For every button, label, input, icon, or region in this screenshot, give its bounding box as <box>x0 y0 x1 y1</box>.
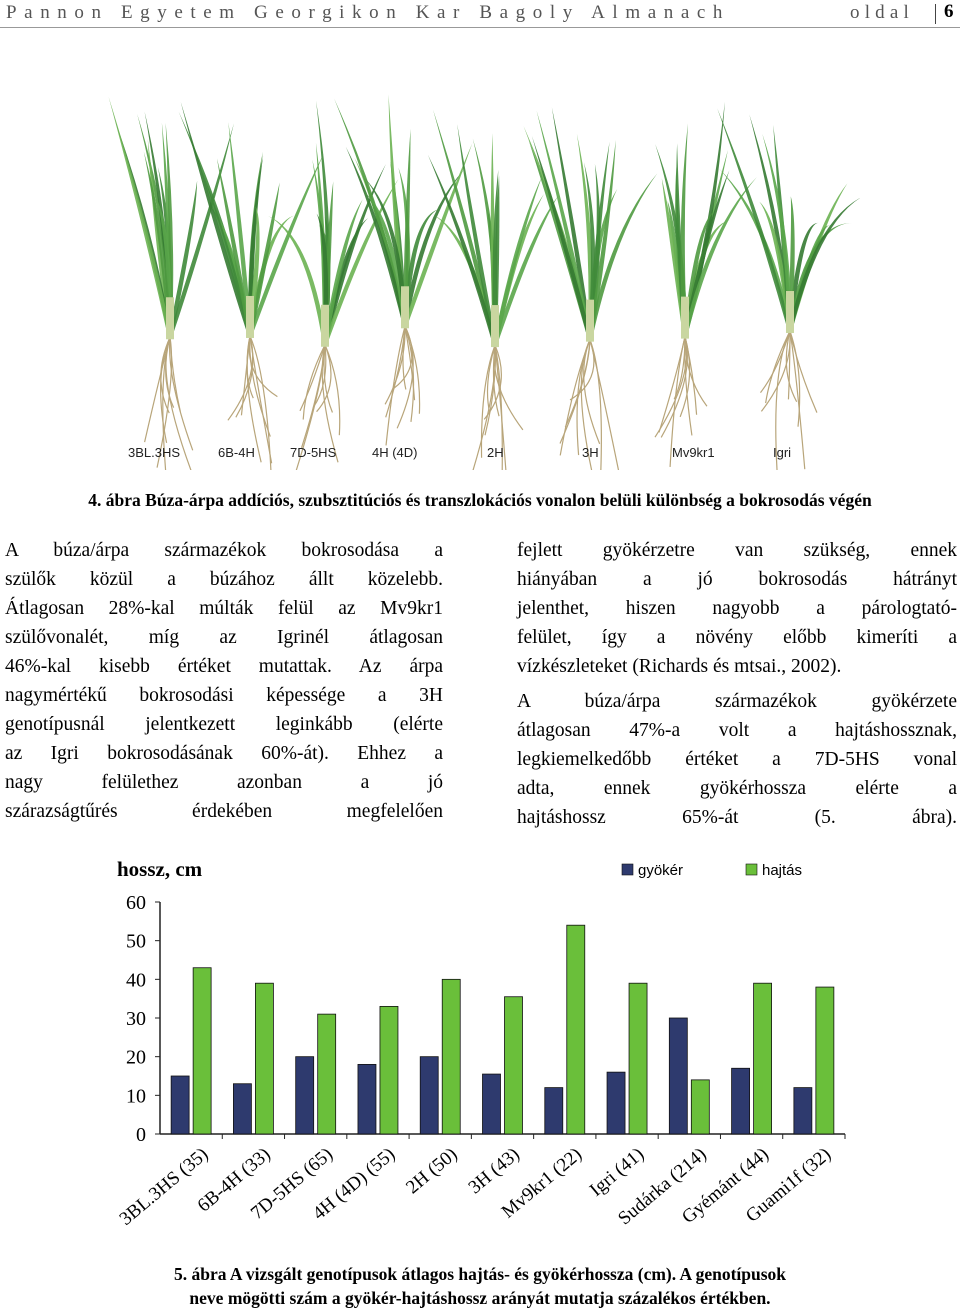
legend-swatch <box>745 863 758 876</box>
plant-label: 3H <box>582 445 599 460</box>
text-line: vízkészleteket (Richards és mtsai., 2002… <box>517 656 842 677</box>
text-line: felület, így a növény előbb kimeríti a <box>517 627 957 648</box>
bar-hajtas <box>317 1013 337 1135</box>
text-line: genotípusnál jelentkezett leginkább (elé… <box>5 714 443 735</box>
bar-gyoker <box>793 1087 813 1135</box>
bar-hajtas <box>192 967 212 1135</box>
bar-gyoker <box>668 1017 688 1135</box>
y-tick-label: 50 <box>126 931 146 953</box>
plant <box>108 96 234 470</box>
plant <box>717 108 860 470</box>
text-line: hiányában a jó bokrosodás hátrányt <box>517 569 957 590</box>
plant-photo <box>108 94 860 470</box>
text-line: legkiemelkedőbb értéket a 7D-5HS vonal <box>517 749 957 770</box>
bar-hajtas <box>815 986 835 1135</box>
text-line: szárazságtűrés érdekében megfelelően <box>5 801 443 822</box>
bar-hajtas <box>504 996 523 1135</box>
text-line: hajtáshossz 65%-át (5. ábra). <box>517 807 957 828</box>
paragraph: A búza/árpa származékok gyökérzete átlago… <box>517 687 957 832</box>
text-line: Átlagosan 28%-kal múlták felül az Mv9kr1 <box>5 598 443 619</box>
legend-swatch <box>621 863 634 876</box>
bar-gyoker <box>544 1087 564 1135</box>
y-axis-label: hossz, cm <box>117 857 203 881</box>
text-line: szülővonalét, míg az Igrinél átlagosan <box>5 627 443 648</box>
paragraph: fejlett gyökérzetre van szükség, ennek hi… <box>517 536 957 681</box>
text-line: A búza/árpa származékok gyökérzete <box>517 691 957 712</box>
plant <box>268 100 399 470</box>
plant-label: 7D-5HS <box>290 445 337 460</box>
legend-label: gyökér <box>638 862 683 879</box>
text-line: A búza/árpa származékok bokrosodása a <box>5 540 443 561</box>
y-tick-label: 20 <box>126 1047 146 1069</box>
almanac-title: Pannon Egyetem Georgikon Kar Bagoly Alma… <box>6 2 730 23</box>
bar-hajtas <box>379 1005 399 1135</box>
bar-gyoker <box>295 1056 315 1135</box>
y-tick-label: 40 <box>126 969 146 991</box>
x-tick-label: 3H (43) <box>465 1144 524 1198</box>
figure-5-caption-line1: 5. ábra A vizsgált genotípusok átlagos h… <box>173 1264 787 1284</box>
page-number: 6 <box>944 1 954 22</box>
plant <box>654 101 757 467</box>
figure-5-caption: 5. ábra A vizsgált genotípusok átlagos h… <box>0 1262 960 1310</box>
plant-label: 2H <box>487 445 504 460</box>
text-line: az Igri bokrosodásának 60%-át). Ehhez a <box>5 743 443 764</box>
plant <box>178 101 324 470</box>
plant-label: 6B-4H <box>218 445 255 460</box>
page-header: Pannon Egyetem Georgikon Kar Bagoly Alma… <box>0 0 960 28</box>
x-tick-label: 2H (50) <box>402 1144 461 1198</box>
bar-hajtas <box>753 982 772 1135</box>
plant-label: Mv9kr1 <box>672 445 715 460</box>
plant-label: 3BL.3HS <box>128 445 181 460</box>
y-tick-label: 30 <box>126 1008 146 1030</box>
bar-gyoker <box>731 1067 750 1135</box>
legend-label: hajtás <box>762 862 802 879</box>
paragraph: A búza/árpa származékok bokrosodása a szü… <box>5 536 443 826</box>
bar-hajtas <box>566 924 586 1135</box>
plant-label: Igri <box>773 445 792 460</box>
bar-gyoker <box>170 1075 190 1135</box>
bar-gyoker <box>233 1083 252 1135</box>
bar-hajtas <box>628 982 648 1135</box>
plant-label: 4H (4D) <box>372 445 418 460</box>
text-line: átlagosan 47%-a volt a hajtáshossznak, <box>517 720 957 741</box>
bar-gyoker <box>482 1073 501 1135</box>
bar-hajtas <box>255 982 274 1135</box>
figure-4-caption: 4. ábra Búza-árpa addíciós, szubsztitúci… <box>88 490 872 510</box>
text-line: 46%-kal kisebb értéket mutattak. Az árpa <box>5 656 443 677</box>
bar-gyoker <box>606 1071 626 1135</box>
header-rule <box>0 27 960 28</box>
y-tick-label: 0 <box>136 1124 146 1146</box>
figure-5-caption-line2: neve mögötti szám a gyökér-hajtáshossz a… <box>189 1288 771 1308</box>
text-line: nagy felülethez azonban a jó <box>5 772 443 793</box>
bar-hajtas <box>690 1079 710 1135</box>
right-text-column: fejlett gyökérzetre van szükség, ennek hi… <box>517 536 957 838</box>
text-line: szülők közül a búzához állt közelebb. <box>5 569 443 590</box>
left-text-column: A búza/árpa származékok bokrosodása a szü… <box>5 536 443 832</box>
bar-gyoker <box>357 1063 377 1135</box>
text-line: adta, ennek gyökérhossza elérte a <box>517 778 957 799</box>
y-tick-label: 10 <box>126 1085 146 1107</box>
text-line: fejlett gyökérzetre van szükség, ennek <box>517 540 957 561</box>
plant <box>427 109 559 470</box>
bar-gyoker <box>419 1056 439 1135</box>
text-line: jelenthet, hiszen nagyobb a párologtató- <box>517 598 957 619</box>
page-separator <box>935 4 936 24</box>
x-tick-label: 3BL.3HS (35) <box>116 1144 213 1230</box>
text-line: nagymértékű bokrosodási képessége a 3H <box>5 685 443 706</box>
bar-hajtas <box>441 978 461 1135</box>
plant <box>523 107 658 470</box>
page-label: oldal <box>850 2 914 23</box>
y-tick-label: 60 <box>126 892 146 914</box>
